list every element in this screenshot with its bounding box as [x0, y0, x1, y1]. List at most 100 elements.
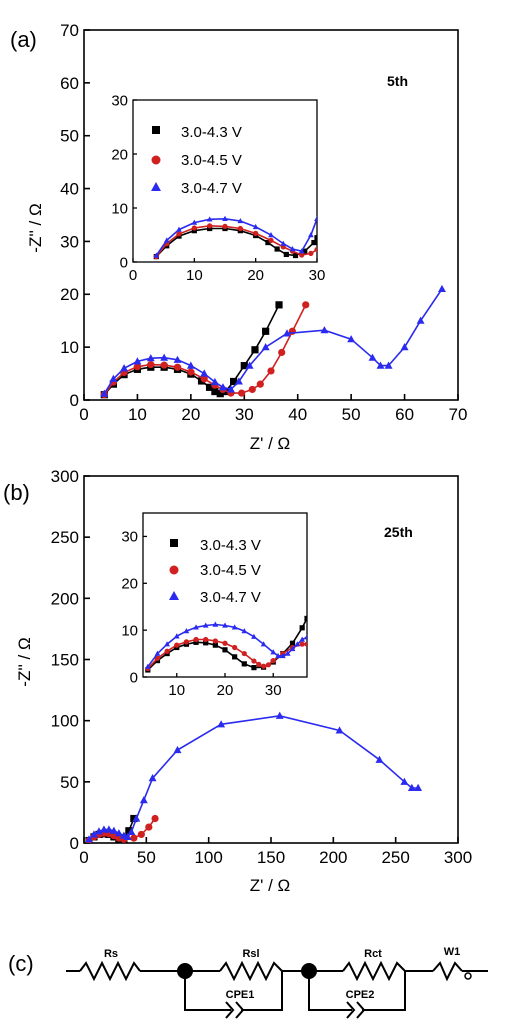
panel-b-x-axis-title: Z' / Ω	[250, 876, 291, 895]
a-inset-background	[133, 100, 317, 262]
panel-c: (c) Rs Rsl CPE1 Rct CPE2 W	[8, 946, 488, 1019]
a-main-x-tick-label: 30	[235, 405, 254, 424]
legend-a-label-2: 3.0-4.5 V	[181, 152, 242, 169]
a-inset-y-tick-label: 10	[111, 200, 128, 217]
panel-b-label: (b)	[3, 480, 30, 505]
b-inset-series-2-point	[299, 641, 305, 647]
b-inset-series-1-point	[289, 640, 296, 646]
a-inset-series-2-point	[207, 223, 213, 229]
b-inset-series-3-point	[270, 649, 277, 655]
a-main-series-1-point	[275, 301, 283, 309]
a-main-x-tick-label: 0	[79, 405, 88, 424]
a-main-series-3-point	[376, 361, 385, 369]
b-main-series-3-point	[127, 827, 136, 836]
a-main-series-3-point	[320, 326, 329, 334]
panel-b-legend: 3.0-4.3 V 3.0-4.5 V 3.0-4.7 V	[169, 537, 261, 606]
a-inset-series-3-point	[237, 217, 244, 224]
a-main-series-1-point	[262, 327, 270, 335]
legend-b-marker-1	[170, 539, 178, 547]
a-inset-series-2-point	[176, 231, 182, 237]
a-inset-series-3-point	[268, 232, 274, 238]
panel-a-y-axis-title: -Z'' / Ω	[26, 203, 45, 252]
a-inset-series-3-point	[153, 252, 160, 258]
a-main-series-3-point	[234, 377, 243, 385]
b-main-series-3-point	[400, 777, 409, 785]
cpe1-symbol-2	[235, 1001, 245, 1019]
a-main-y-tick-label: 50	[60, 127, 79, 146]
legend-a-marker-1	[152, 126, 160, 134]
b-main-series-3-point	[173, 745, 182, 754]
a-main-series-2-point	[267, 367, 275, 375]
a-inset-series-1-point	[265, 239, 271, 246]
panel-a-main-plot: 0 10 20 30 40 50 60 70 0 10 20 30 40 50 60 70	[60, 21, 467, 424]
b-main-series-3-point	[114, 829, 123, 837]
b-main-y-tick-label: 250	[51, 528, 79, 547]
b-inset-series-1-point	[232, 654, 238, 660]
legend-b-marker-3	[169, 591, 179, 600]
b-inset-series-3-point	[260, 641, 267, 647]
a-inset-axes-frame	[132, 99, 318, 263]
b-inset-series-3-point	[304, 634, 307, 640]
b-main-series-3-point	[99, 825, 108, 833]
b-inset-series-1-point	[203, 640, 209, 646]
a-inset-series-3-point	[252, 223, 259, 230]
a-inset-series-3-point	[289, 246, 296, 252]
b-main-series-2-point	[130, 834, 138, 842]
a-main-series-3-point	[133, 357, 142, 365]
b-inset-series-2-point	[203, 636, 209, 643]
a-main-series-2-point	[302, 301, 310, 309]
b-inset-series-2-point	[193, 636, 199, 643]
b-main-series-2-point	[145, 823, 153, 831]
b-main-series-3-point	[217, 720, 226, 728]
panel-a: (a) 0 10 20 30 40 50 60 70 0 10 20 30 40 50 60 70 5th Z…	[10, 21, 467, 453]
a-main-series-3-point	[438, 284, 446, 293]
b-inset-series-2-point	[241, 650, 247, 657]
b-main-series-3-point	[90, 830, 98, 838]
b-inset-series-2-point	[164, 648, 170, 654]
a-main-series-3-point	[200, 369, 209, 377]
b-inset-series-3-point	[173, 633, 180, 639]
a-main-series-1-point	[216, 390, 224, 398]
a-main-x-tick-label: 60	[395, 405, 414, 424]
b-inset-series-1-point	[304, 615, 307, 622]
a-inset-series-3-point	[298, 248, 305, 254]
circuit-label-rs: Rs	[104, 948, 118, 960]
b-main-series-2-point	[137, 830, 145, 839]
a-main-series-3-point	[416, 316, 425, 324]
b-inset-series-3-point	[280, 652, 286, 659]
a-inset-series-2-point	[191, 225, 197, 231]
a-main-series-3-point	[160, 353, 169, 361]
cpe2-branch-wire-right	[362, 971, 406, 1011]
b-inset-series-3-point	[294, 641, 301, 647]
a-main-y-tick-label: 30	[60, 232, 79, 251]
cpe1-symbol	[225, 1001, 235, 1019]
cpe2-branch-wire	[308, 971, 352, 1011]
b-inset-series-2-point	[232, 644, 238, 651]
b-inset-series-2-point	[304, 641, 307, 647]
b-inset-series-1-point	[212, 642, 218, 648]
a-inset-x-tick-label: 30	[309, 267, 326, 284]
a-inset-series-1-point	[274, 246, 280, 252]
a-main-series-3-point	[384, 361, 393, 369]
b-inset-y-tick-label: 10	[121, 622, 138, 639]
a-main-series-2-point	[248, 385, 256, 394]
b-main-series-1-point	[130, 814, 138, 823]
a-main-series-2-point	[278, 348, 286, 357]
b-inset-series-2-point	[212, 638, 218, 644]
a-inset-x-tick-label: 10	[186, 267, 203, 284]
a-main-series-3-point	[210, 377, 219, 386]
a-inset-series-3-point	[222, 215, 228, 222]
b-main-series-3-point	[414, 783, 423, 792]
panel-c-label: (c)	[8, 951, 34, 976]
b-main-series-3-point	[335, 726, 344, 734]
a-inset-x-tick-label: 20	[247, 267, 264, 284]
b-inset-series-1-point	[241, 661, 247, 667]
b-main-x-tick-label: 50	[137, 848, 156, 867]
b-inset-series-3-point	[202, 622, 209, 628]
b-main-x-tick-label: 200	[319, 848, 347, 867]
b-main-y-tick-label: 0	[70, 834, 79, 853]
b-inset-series-3-point	[275, 652, 281, 659]
b-inset-series-2-point	[270, 658, 276, 664]
b-main-series-2-point	[151, 814, 159, 823]
